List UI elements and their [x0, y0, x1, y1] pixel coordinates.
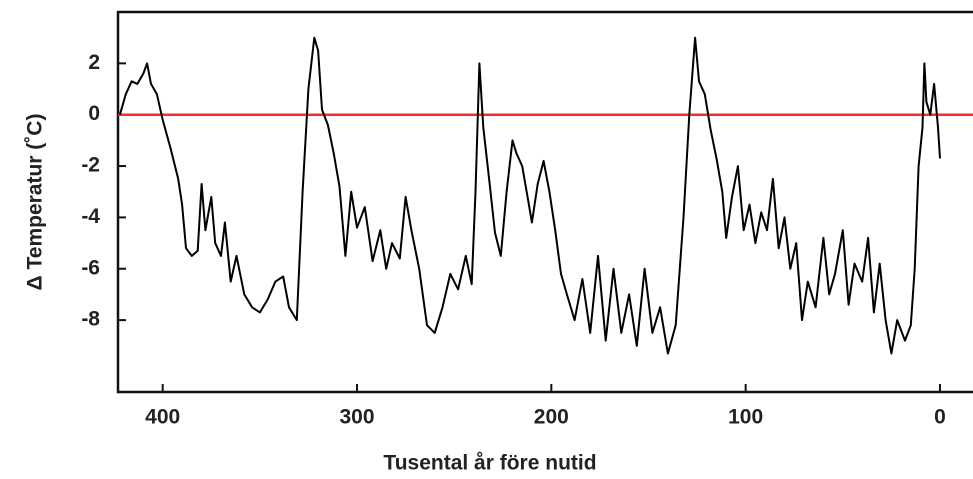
axis-frame: [116, 10, 973, 394]
x-tick-label: 100: [728, 406, 763, 429]
y-tick-label: -4: [81, 205, 100, 228]
x-tick-label: 200: [534, 406, 569, 429]
x-tick-label: 400: [145, 406, 180, 429]
y-axis-label: Δ Temperatur (˚C): [24, 114, 47, 291]
y-tick-label: 2: [88, 51, 100, 74]
y-tick-label: -2: [81, 154, 100, 177]
y-tick-label: -8: [81, 308, 100, 331]
y-tick-label: -6: [81, 256, 100, 279]
x-tick-label: 0: [934, 406, 946, 429]
y-tick-label: 0: [88, 102, 100, 125]
data-line: [118, 36, 941, 355]
x-axis-label: Tusental år före nutid: [383, 452, 596, 475]
x-tick-label: 300: [339, 406, 374, 429]
